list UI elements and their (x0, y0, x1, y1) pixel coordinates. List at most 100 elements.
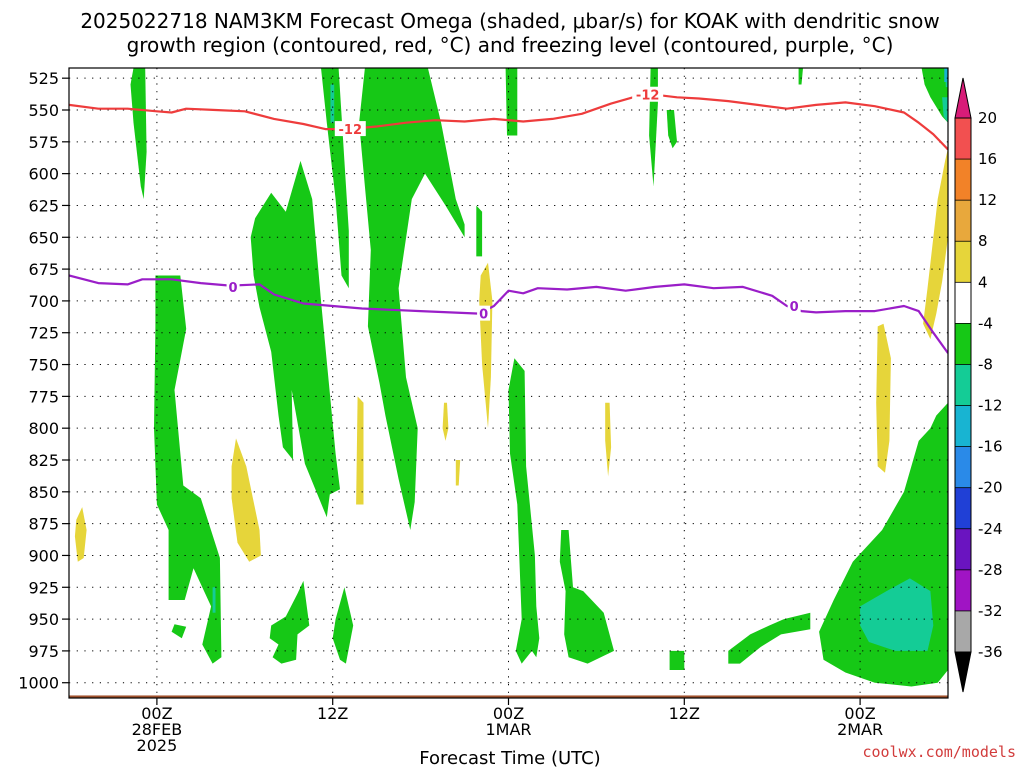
contour-label-0-0: -12 (339, 123, 363, 138)
contour-label-bg-0-0 (334, 121, 366, 137)
contour-label-1-1: 0 (479, 308, 488, 323)
omega-region-9 (559, 530, 614, 664)
y-tick-label-9: 750 (28, 356, 59, 375)
omega-region-0 (130, 68, 147, 200)
contour-label-bg-1-2 (787, 298, 801, 313)
colorbar-bin-5 (955, 282, 971, 324)
y-tick-label-12: 825 (28, 451, 59, 470)
colorbar-tick-label-4: 4 (978, 273, 988, 291)
colorbar-bin-10 (955, 487, 971, 530)
y-tick-label-16: 925 (28, 578, 59, 597)
omega-region-24 (212, 587, 216, 613)
omega-region-13 (921, 68, 948, 123)
omega-region-22 (330, 84, 335, 123)
y-tick-label-13: 850 (28, 483, 59, 502)
contour-label-bg-0-1 (632, 86, 664, 102)
omega-region-26 (74, 507, 87, 562)
y-tick-label-14: 875 (28, 515, 59, 534)
y-tick-label-10: 775 (28, 387, 59, 406)
omega-region-31 (605, 402, 612, 477)
omega-region-3 (250, 160, 340, 518)
omega-region-11 (666, 110, 677, 149)
omega-region-25 (231, 438, 261, 562)
contour-line-0 (69, 93, 948, 151)
omega-region-15 (269, 580, 310, 664)
colorbar-tick-label-9: -20 (978, 479, 1003, 497)
omega-region-7 (505, 68, 518, 136)
x-tick-label-0-2: 2025 (137, 736, 178, 755)
colorbar-bin-3 (955, 200, 971, 242)
colorbar-tick-label-6: -8 (978, 355, 993, 373)
colorbar-tick-label-1: 16 (978, 150, 997, 168)
omega-region-29 (455, 460, 461, 486)
colorbar-bin-7 (955, 364, 971, 407)
y-axis: 525 550 575 600 625 650 675 700 725 750 775 800 825 8… (18, 69, 69, 693)
omega-region-18 (669, 650, 685, 670)
y-tick-label-17: 950 (28, 610, 59, 629)
grid-lines (69, 68, 948, 698)
colorbar-bin-6 (955, 323, 971, 365)
contour-labels: -12 -12 0 0 0 (226, 86, 801, 323)
colorbar-bin-1 (955, 118, 971, 160)
colorbar-tick-label-7: -12 (978, 397, 1003, 415)
colorbar-tick-label-13: -36 (978, 643, 1003, 661)
colorbar-bin-12 (955, 569, 971, 612)
colorbar-bin-11 (955, 528, 971, 571)
omega-shading (74, 68, 948, 687)
colorbar-tick-label-3: 8 (978, 232, 988, 250)
omega-region-27 (356, 396, 364, 505)
x-tick-label-2-1: 1MAR (485, 720, 531, 739)
y-tick-label-15: 900 (28, 546, 59, 565)
x-tick-label-4-0: 00Z (844, 704, 875, 723)
omega-region-6 (476, 205, 483, 257)
omega-region-32 (876, 323, 891, 473)
colorbar-tick-label-2: 12 (978, 191, 997, 209)
colorbar-tick-label-11: -28 (978, 561, 1003, 579)
chart-title-line-1: 2025022718 NAM3KM Forecast Omega (shaded… (80, 9, 939, 33)
contour-label-bg-1-0 (226, 278, 240, 294)
x-axis-title: Forecast Time (UTC) (419, 748, 600, 768)
y-tick-label-6: 675 (28, 260, 59, 279)
omega-region-28 (442, 402, 449, 441)
colorbar-bin-13 (955, 610, 971, 653)
colorbar-bin-9 (955, 446, 971, 489)
y-tick-label-18: 975 (28, 642, 59, 661)
omega-region-23 (944, 68, 948, 82)
x-tick-label-2-0: 00Z (493, 704, 524, 723)
contour-label-0-1: -12 (636, 89, 660, 104)
y-tick-label-8: 725 (28, 324, 59, 343)
omega-region-30 (479, 262, 493, 429)
colorbar-tick-label-8: -16 (978, 438, 1003, 456)
omega-region-12 (798, 68, 803, 85)
colorbar-tick-label-0: 20 (978, 109, 997, 127)
colorbar: 20 16 12 8 4 -4 -8 -12 -16 -20 -24 -28 -32 -36 (954, 77, 1003, 693)
omega-region-17 (728, 612, 811, 664)
y-tick-label-0: 525 (28, 69, 59, 88)
y-tick-label-11: 800 (28, 419, 59, 438)
contour-label-1-0: 0 (229, 281, 238, 296)
omega-region-2 (171, 624, 187, 639)
colorbar-bin-2 (955, 159, 971, 201)
omega-region-20 (942, 97, 948, 123)
colorbar-bin-4 (955, 241, 971, 283)
y-tick-label-3: 600 (28, 165, 59, 184)
colorbar-bin-8 (955, 405, 971, 448)
y-tick-label-1: 550 (28, 101, 59, 120)
colorbar-tick-label-10: -24 (978, 520, 1003, 538)
credit-text: coolwx.com/models (862, 743, 1016, 761)
y-tick-label-5: 650 (28, 228, 59, 247)
contour-label-1-2: 0 (790, 300, 799, 315)
x-tick-label-3-0: 12Z (669, 704, 700, 723)
y-tick-label-19: 1000 (18, 674, 59, 693)
surface-terrain (69, 695, 948, 698)
y-tick-label-2: 575 (28, 133, 59, 152)
x-tick-label-0-0: 00Z (141, 704, 172, 723)
omega-region-19 (860, 578, 934, 651)
y-tick-label-4: 625 (28, 196, 59, 215)
surface-band (69, 695, 948, 698)
colorbar-tick-label-12: -32 (978, 602, 1003, 620)
omega-region-5 (359, 68, 465, 530)
x-tick-label-4-1: 2MAR (837, 720, 883, 739)
